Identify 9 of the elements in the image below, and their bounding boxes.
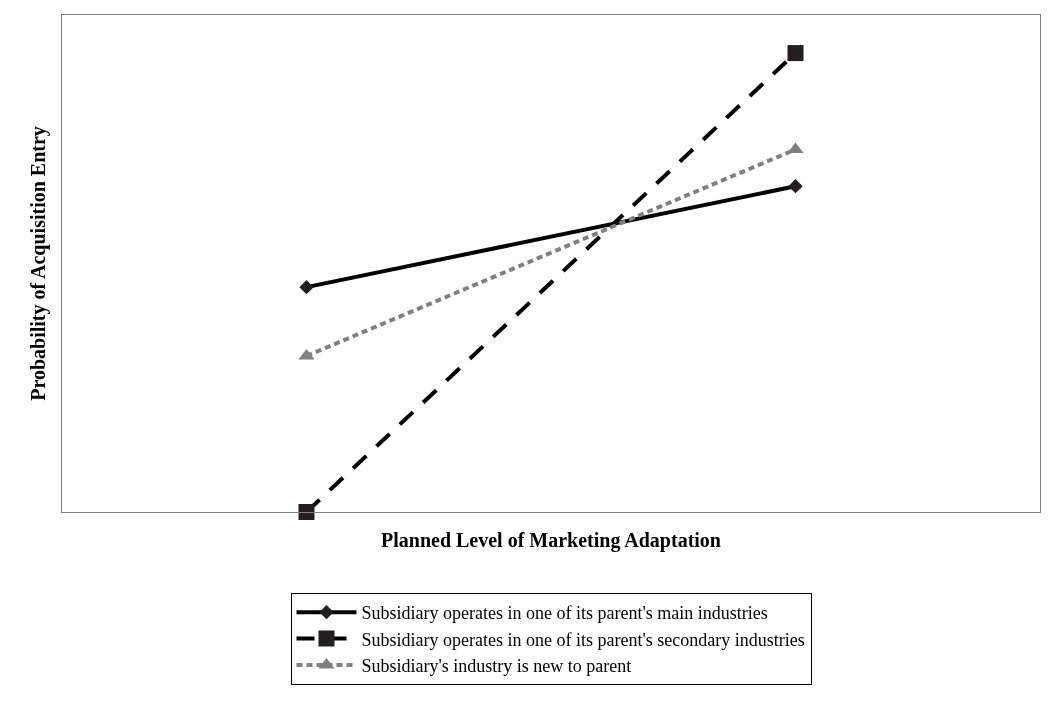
point [787,45,804,62]
legend-label: Subsidiary operates in one of its parent's secondary industries [361,629,805,650]
point [788,179,803,194]
x-axis-title: Planned Level of Marketing Adaptation [380,528,722,552]
legend-label: Subsidiary operates in one of its parent's main industries [361,603,768,624]
y-axis-title: Probability of Acquisition Entry [26,126,50,401]
point [298,504,315,520]
legend-label: Subsidiary's industry is new to parent [361,656,632,677]
point [299,279,314,295]
